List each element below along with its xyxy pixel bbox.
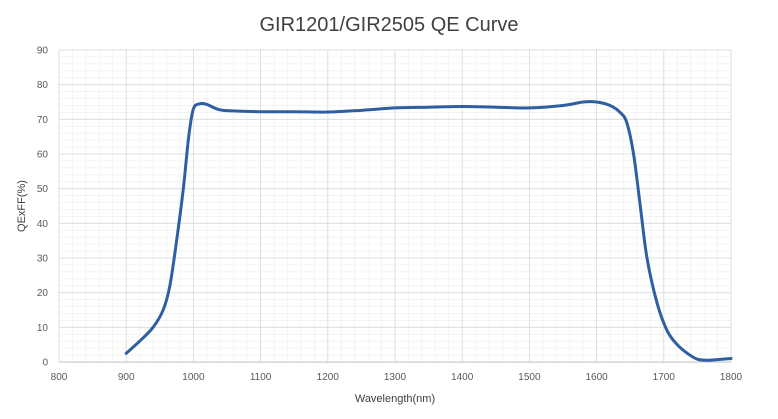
x-tick-label: 900 bbox=[118, 372, 135, 383]
x-tick-label: 1400 bbox=[451, 372, 474, 383]
x-tick-labels: 800 900 1000 1100 1200 1300 1400 1500 1600 1700 18… bbox=[51, 372, 743, 383]
y-tick-label: 20 bbox=[37, 288, 49, 299]
x-tick-label: 800 bbox=[51, 372, 68, 383]
y-tick-label: 70 bbox=[37, 115, 49, 126]
y-tick-label: 50 bbox=[37, 184, 49, 195]
chart-title: GIR1201/GIR2505 QE Curve bbox=[259, 14, 519, 36]
x-tick-label: 1300 bbox=[384, 372, 407, 383]
x-tick-label: 1000 bbox=[182, 372, 205, 383]
y-tick-label: 40 bbox=[37, 219, 49, 230]
y-tick-label: 30 bbox=[37, 254, 49, 265]
y-tick-label: 60 bbox=[37, 150, 49, 161]
x-axis-label: Wavelength(nm) bbox=[355, 393, 435, 405]
y-tick-label: 80 bbox=[37, 80, 49, 91]
y-tick-labels: 0 10 20 30 40 50 60 70 80 90 bbox=[37, 46, 49, 369]
x-tick-label: 1100 bbox=[250, 372, 272, 383]
y-tick-label: 10 bbox=[37, 323, 49, 334]
x-tick-label: 1200 bbox=[317, 372, 340, 383]
x-tick-label: 1600 bbox=[585, 372, 608, 383]
major-gridlines bbox=[58, 49, 732, 363]
y-tick-label: 90 bbox=[37, 46, 49, 57]
x-tick-label: 1800 bbox=[720, 372, 743, 383]
series-line-qe bbox=[124, 100, 733, 362]
y-tick-label: 0 bbox=[42, 358, 48, 369]
y-axis-label: QExFF(%) bbox=[16, 180, 28, 232]
x-tick-label: 1700 bbox=[653, 372, 676, 383]
x-tick-label: 1500 bbox=[518, 372, 541, 383]
